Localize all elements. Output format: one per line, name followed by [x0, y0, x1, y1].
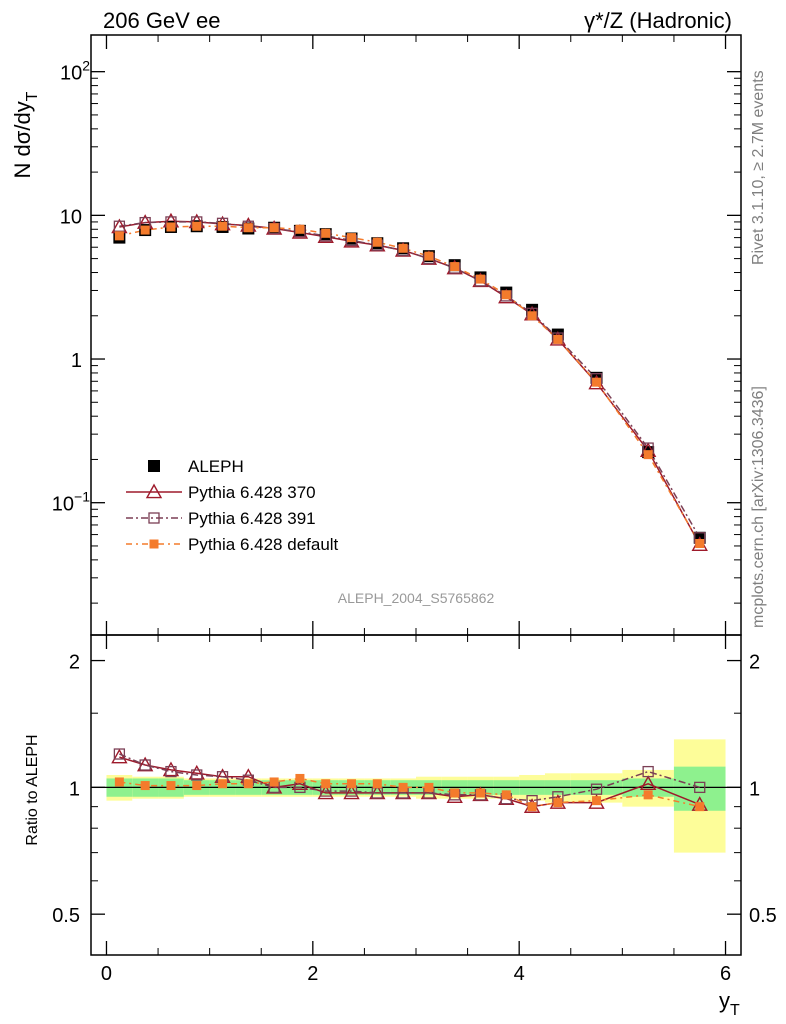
- ratio-line-p391: [119, 753, 700, 802]
- marker-pythia-default: [166, 781, 176, 791]
- legend-label: Pythia 6.428 391: [188, 509, 316, 528]
- marker-pythia-default: [398, 243, 408, 253]
- x-tick-label: 0: [101, 963, 112, 985]
- marker-pythia-default: [501, 290, 511, 300]
- marker-pythia-default: [398, 782, 408, 792]
- ratio-y-tick-label-right: 2: [749, 652, 760, 674]
- marker-pythia-default: [243, 779, 253, 789]
- marker-pythia-370: [162, 761, 180, 777]
- marker-pythia-370: [639, 775, 657, 791]
- ratio-y-tick-label: 1: [69, 778, 80, 800]
- x-tick-label: 6: [720, 963, 731, 985]
- marker-pythia-default: [643, 450, 653, 460]
- marker-pythia-default: [372, 237, 382, 247]
- ratio-y-tick-label-right: 1: [749, 778, 760, 800]
- mcplots-label: mcplots.cern.ch [arXiv:1306.3436]: [750, 386, 767, 628]
- marker-pythia-370: [111, 748, 128, 764]
- marker-pythia-391: [642, 765, 654, 778]
- marker-pythia-default: [269, 223, 279, 233]
- marker-pythia-default: [218, 221, 228, 231]
- marker-pythia-default: [424, 782, 434, 792]
- marker-pythia-default: [114, 231, 124, 241]
- y-tick-label: 1: [71, 350, 82, 372]
- marker-pythia-370: [291, 775, 309, 791]
- marker-pythia-default: [140, 225, 150, 235]
- marker-pythia-default: [475, 788, 485, 798]
- y-axis-label: N dσ/dyT: [10, 91, 41, 178]
- marker-pythia-default: [527, 802, 537, 812]
- y-tick-label: 10: [60, 206, 82, 228]
- marker-pythia-default: [553, 798, 563, 808]
- marker-pythia-default: [295, 224, 305, 234]
- x-tick-label: 2: [307, 963, 318, 985]
- y-tick-label: 10−1: [52, 489, 90, 516]
- legend-label: ALEPH: [188, 457, 244, 476]
- marker-pythia-default: [592, 377, 602, 387]
- marker-pythia-default: [450, 262, 460, 272]
- marker-pythia-391: [113, 220, 126, 232]
- x-tick-label: 4: [514, 963, 525, 985]
- marker-pythia-391: [139, 759, 151, 771]
- marker-pythia-370: [145, 483, 163, 499]
- marker-pythia-391: [590, 783, 603, 795]
- marker-pythia-default: [347, 779, 357, 789]
- marker-pythia-default: [695, 539, 705, 549]
- marker-pythia-370: [343, 784, 360, 800]
- marker-pythia-default: [140, 781, 150, 791]
- ratio-y-axis-label: Ratio to ALEPH: [24, 734, 41, 845]
- ratio-plot-frame: [90, 634, 742, 956]
- marker-pythia-default: [321, 228, 331, 238]
- marker-pythia-default: [218, 779, 228, 789]
- marker-pythia-default: [372, 779, 382, 789]
- ratio-y-tick-label: 2: [69, 652, 80, 674]
- marker-pythia-default: [295, 773, 305, 783]
- rivet-label: Rivet 3.1.10, ≥ 2.7M events: [750, 70, 767, 265]
- x-axis-label: yT: [719, 988, 740, 1019]
- analysis-tag: ALEPH_2004_S5765862: [338, 590, 495, 606]
- marker-pythia-391: [165, 765, 177, 778]
- marker-pythia-default: [243, 223, 253, 233]
- marker-pythia-default: [643, 790, 653, 800]
- marker-pythia-default: [592, 796, 602, 806]
- marker-pythia-391: [694, 781, 706, 794]
- marker-pythia-default: [321, 779, 331, 789]
- header-right: γ*/Z (Hadronic): [584, 8, 732, 33]
- legend-label: Pythia 6.428 default: [188, 535, 339, 554]
- ratio-y-tick-label: 0.5: [52, 905, 80, 927]
- marker-pythia-default: [192, 221, 202, 231]
- marker-pythia-default: [695, 802, 705, 812]
- marker-pythia-default: [527, 311, 537, 321]
- marker-pythia-default: [424, 251, 434, 261]
- marker-pythia-391: [148, 512, 160, 524]
- marker-pythia-default: [475, 274, 485, 284]
- data-point-aleph: [148, 460, 160, 472]
- header-left: 206 GeV ee: [103, 8, 220, 33]
- marker-pythia-default: [553, 334, 563, 344]
- marker-pythia-default: [114, 777, 124, 787]
- marker-pythia-370: [317, 784, 334, 800]
- marker-pythia-default: [450, 788, 460, 798]
- marker-pythia-391: [113, 748, 126, 760]
- ratio-y-tick-label-right: 0.5: [749, 905, 777, 927]
- legend-label: Pythia 6.428 370: [188, 483, 316, 502]
- marker-pythia-391: [191, 769, 203, 781]
- marker-pythia-default: [501, 790, 511, 800]
- marker-pythia-default: [192, 781, 202, 791]
- marker-pythia-default: [269, 777, 279, 787]
- marker-pythia-370: [188, 764, 205, 780]
- marker-pythia-default: [166, 222, 176, 232]
- y-tick-label: 102: [60, 58, 90, 85]
- marker-pythia-default: [149, 539, 159, 549]
- marker-pythia-default: [347, 233, 357, 243]
